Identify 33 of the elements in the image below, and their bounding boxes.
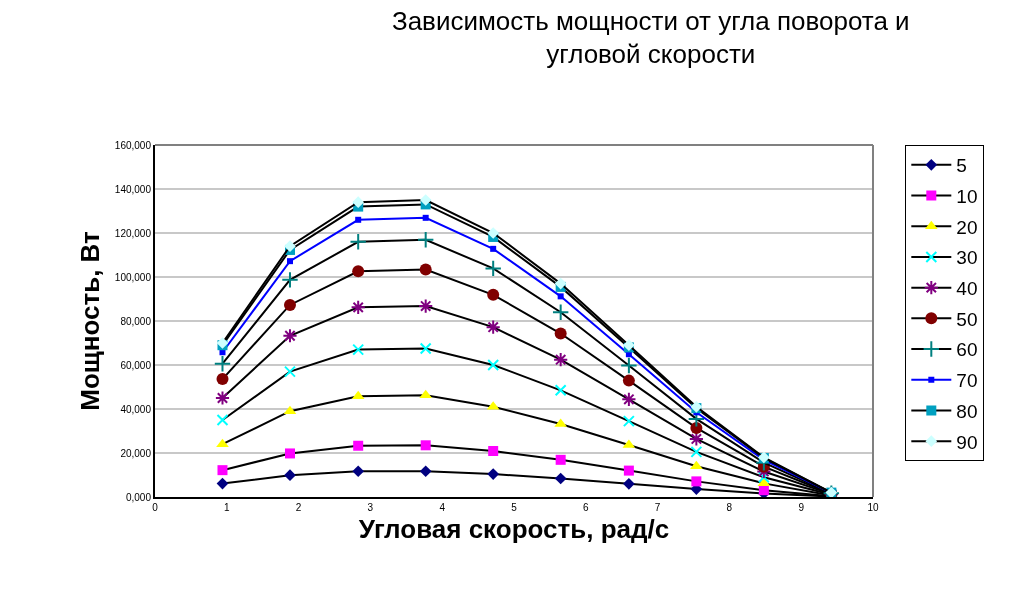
x-tick-label: 9 — [798, 502, 805, 513]
chart-title: Зависимость мощности от угла поворота и угловой скорости — [391, 5, 910, 70]
legend-label: 5 — [956, 155, 967, 177]
x-tick-label: 7 — [654, 502, 661, 513]
legend-label: 60 — [956, 339, 978, 361]
y-tick-label: 120,000 — [114, 227, 152, 239]
y-tick-label: 20,000 — [120, 447, 152, 459]
y-axis-title: Мощность, Вт — [74, 230, 105, 411]
y-tick-label: 140,000 — [114, 183, 152, 195]
legend-label: 80 — [956, 400, 978, 422]
x-axis-title: Угловая скорость, рад/с — [358, 514, 670, 545]
legend-label: 40 — [956, 278, 978, 300]
x-tick-label: 8 — [726, 502, 733, 513]
x-tick-label: 1 — [224, 502, 231, 513]
y-tick-label: 40,000 — [120, 403, 152, 415]
legend-label: 70 — [956, 370, 978, 392]
y-tick-label: 0,000 — [125, 491, 152, 503]
x-tick-label: 3 — [367, 502, 374, 513]
y-tick-label: 80,000 — [120, 315, 152, 327]
legend-label: 20 — [956, 216, 978, 238]
x-tick-label: 0 — [152, 502, 159, 513]
legend-label: 50 — [956, 308, 978, 330]
x-tick-label: 6 — [583, 502, 590, 513]
y-tick-label: 160,000 — [114, 139, 152, 151]
legend-label: 10 — [956, 185, 978, 207]
legend-label: 30 — [956, 247, 978, 269]
y-tick-label: 60,000 — [120, 359, 152, 371]
x-tick-label: 2 — [295, 502, 302, 513]
legend-label: 90 — [956, 431, 978, 453]
x-tick-label: 4 — [439, 502, 446, 513]
x-tick-label: 10 — [867, 502, 879, 513]
x-tick-label: 5 — [511, 502, 518, 513]
y-tick-label: 100,000 — [114, 271, 152, 283]
